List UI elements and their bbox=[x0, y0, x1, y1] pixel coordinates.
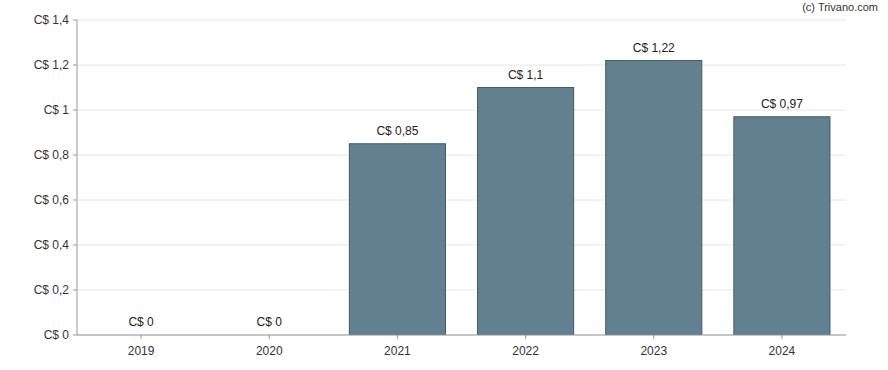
y-tick-label: C$ 1 bbox=[44, 103, 70, 117]
y-tick-label: C$ 0,4 bbox=[34, 238, 70, 252]
y-tick bbox=[73, 335, 77, 336]
y-tick bbox=[73, 200, 77, 201]
grid-line bbox=[77, 20, 846, 21]
bar bbox=[349, 144, 445, 335]
data-label: C$ 0 bbox=[257, 315, 283, 329]
x-tick bbox=[141, 335, 142, 339]
x-tick bbox=[653, 335, 654, 339]
y-tick-label: C$ 1,4 bbox=[34, 13, 70, 27]
data-label: C$ 1,1 bbox=[508, 68, 544, 82]
y-tick bbox=[73, 155, 77, 156]
y-tick bbox=[73, 290, 77, 291]
x-tick-label: 2022 bbox=[512, 344, 539, 358]
x-tick bbox=[525, 335, 526, 339]
y-tick-label: C$ 1,2 bbox=[34, 58, 70, 72]
chart: C$ 0 C$ 0,2 C$ 0,4 C$ 0,6 C$ 0,8 C$ 1 C$ 1,2 C$… bbox=[0, 0, 888, 370]
grid-line bbox=[77, 65, 846, 66]
y-tick-label: C$ 0 bbox=[44, 328, 70, 342]
bar bbox=[606, 61, 702, 336]
y-tick bbox=[73, 65, 77, 66]
x-tick bbox=[269, 335, 270, 339]
x-tick bbox=[397, 335, 398, 339]
y-axis bbox=[77, 20, 78, 335]
grid-line bbox=[77, 245, 846, 246]
data-label: C$ 0 bbox=[128, 315, 154, 329]
data-label: C$ 0,85 bbox=[376, 124, 418, 138]
x-tick bbox=[781, 335, 782, 339]
grid-line bbox=[77, 155, 846, 156]
data-label: C$ 0,97 bbox=[761, 97, 803, 111]
grid-line bbox=[77, 335, 846, 336]
x-axis bbox=[77, 335, 846, 336]
x-tick-label: 2020 bbox=[256, 344, 283, 358]
y-tick-label: C$ 0,6 bbox=[34, 193, 70, 207]
x-tick-label: 2024 bbox=[769, 344, 796, 358]
annotation: (c) Trivano.com bbox=[802, 1, 878, 13]
y-tick-label: C$ 0,2 bbox=[34, 283, 70, 297]
y-tick bbox=[73, 245, 77, 246]
y-tick-label: C$ 0,8 bbox=[34, 148, 70, 162]
grid-line bbox=[77, 200, 846, 201]
data-label: C$ 1,22 bbox=[633, 41, 675, 55]
y-tick bbox=[73, 110, 77, 111]
bar bbox=[478, 88, 574, 336]
bar bbox=[734, 117, 830, 335]
x-tick-label: 2023 bbox=[640, 344, 667, 358]
grid-line bbox=[77, 110, 846, 111]
grid-line bbox=[77, 290, 846, 291]
x-tick-label: 2021 bbox=[384, 344, 411, 358]
x-tick-label: 2019 bbox=[128, 344, 155, 358]
y-tick bbox=[73, 20, 77, 21]
bars bbox=[349, 61, 830, 336]
